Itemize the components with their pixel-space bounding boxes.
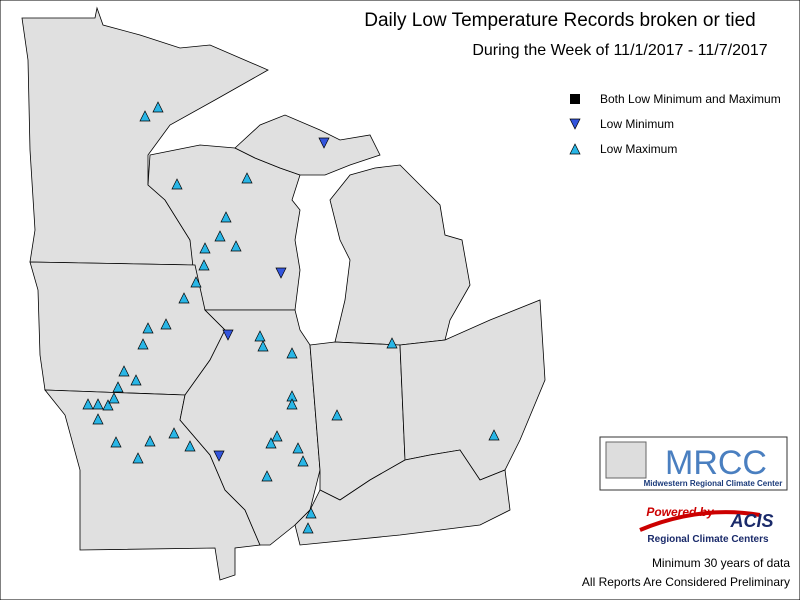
station-marker	[118, 365, 130, 377]
station-marker	[130, 374, 142, 386]
logo-map	[605, 441, 647, 479]
station-marker	[261, 470, 273, 482]
station-marker	[230, 240, 242, 252]
legend-label: Both Low Minimum and Maximum	[600, 92, 781, 106]
legend-label: Low Maximum	[600, 142, 677, 156]
subtitle: During the Week of 11/1/2017 - 11/7/2017	[472, 42, 767, 59]
station-marker	[160, 318, 172, 330]
station-marker	[275, 267, 287, 279]
station-marker	[305, 507, 317, 519]
mrcc-name: Midwestern Regional Climate Center	[644, 479, 783, 488]
mrcc-text: MRCC	[665, 444, 767, 482]
station-marker	[292, 442, 304, 454]
station-marker	[112, 381, 124, 393]
station-marker	[102, 399, 114, 411]
station-marker	[213, 450, 225, 462]
station-marker	[110, 436, 122, 448]
acis-name: Regional Climate Centers	[647, 534, 769, 545]
station-marker	[286, 347, 298, 359]
wisconsin	[147, 144, 301, 311]
station-marker	[184, 440, 196, 452]
station-marker	[171, 178, 183, 190]
acis-logo: Powered by ACIS Regional Climate Centers	[639, 505, 774, 545]
station-marker	[222, 329, 234, 341]
swoosh	[639, 510, 761, 532]
station-marker	[271, 430, 283, 442]
station-marker	[318, 137, 330, 149]
mrcc-logo: MRCC Midwestern Regional Climate Center	[599, 436, 788, 491]
station-marker	[198, 259, 210, 271]
station-marker	[265, 437, 277, 449]
station-marker	[82, 398, 94, 410]
station-marker	[142, 322, 154, 334]
station-marker	[199, 242, 211, 254]
station-marker	[178, 292, 190, 304]
stations	[82, 101, 500, 534]
states	[21, 6, 546, 581]
note: All Reports Are Considered Preliminary	[582, 575, 790, 589]
station-marker	[257, 340, 269, 352]
legend-symbol	[569, 143, 581, 155]
legend: Both Low Minimum and Maximum Low Minimum…	[569, 92, 781, 156]
station-marker	[190, 276, 202, 288]
station-marker	[220, 211, 232, 223]
legend-label: Low Minimum	[600, 117, 674, 131]
station-marker	[386, 337, 398, 349]
station-marker	[214, 230, 226, 242]
legend-symbol	[569, 118, 581, 130]
illinois	[179, 309, 321, 546]
station-marker	[488, 429, 500, 441]
station-marker	[139, 110, 151, 122]
station-marker	[302, 522, 314, 534]
station-marker	[241, 172, 253, 184]
station-marker	[144, 435, 156, 447]
station-marker	[92, 413, 104, 425]
michigan-lp	[329, 164, 471, 346]
station-marker	[152, 101, 164, 113]
station-marker	[132, 452, 144, 464]
station-marker	[331, 409, 343, 421]
station-marker	[297, 455, 309, 467]
station-marker	[137, 338, 149, 350]
station-marker	[254, 330, 266, 342]
minnesota	[21, 6, 269, 266]
note: Minimum 30 years of data	[652, 556, 790, 570]
michigan-up	[234, 114, 381, 176]
station-marker	[286, 398, 298, 410]
legend-symbol	[570, 94, 580, 104]
kentucky	[294, 449, 511, 546]
title: Daily Low Temperature Records broken or …	[364, 10, 755, 31]
station-marker	[92, 398, 104, 410]
station-marker	[168, 427, 180, 439]
acis-text: ACIS	[729, 511, 773, 531]
station-marker	[108, 392, 120, 404]
